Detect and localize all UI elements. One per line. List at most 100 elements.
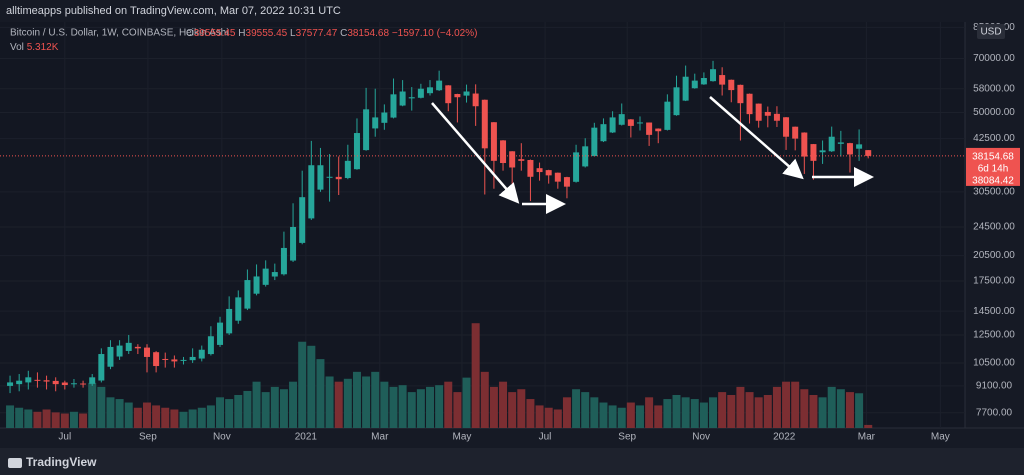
candle-body bbox=[609, 117, 616, 133]
x-tick-label: Sep bbox=[618, 432, 636, 443]
volume-bar bbox=[864, 424, 873, 428]
ohlc-legend: O39555.45 H39555.45 L37577.47 C38154.68 … bbox=[186, 28, 477, 39]
y-tick-label: 30500.00 bbox=[973, 186, 1015, 197]
candle-body bbox=[837, 142, 844, 144]
candle-body bbox=[235, 297, 242, 321]
candle-body bbox=[682, 76, 689, 101]
candle-body bbox=[408, 97, 415, 99]
volume-bar bbox=[252, 381, 261, 428]
y-tick-label: 14500.00 bbox=[973, 306, 1015, 317]
candle-body bbox=[710, 69, 717, 82]
candle-body bbox=[865, 150, 872, 156]
volume-bar bbox=[371, 371, 380, 428]
volume-bar bbox=[15, 407, 24, 428]
plot-area bbox=[0, 22, 965, 428]
y-tick-label: 10500.00 bbox=[973, 358, 1015, 369]
volume-bar bbox=[234, 395, 243, 428]
candle-body bbox=[746, 93, 753, 115]
candle-body bbox=[417, 88, 424, 98]
volume-bar bbox=[736, 386, 745, 428]
candle-body bbox=[536, 168, 543, 173]
volume-bar bbox=[325, 376, 334, 428]
candle-body bbox=[600, 124, 607, 142]
candle-body bbox=[591, 127, 598, 157]
volume-bar bbox=[188, 409, 197, 428]
candle-body bbox=[153, 352, 160, 367]
volume-bar bbox=[279, 389, 288, 428]
candle-body bbox=[180, 359, 187, 361]
candle-body bbox=[828, 136, 835, 152]
candle-body bbox=[463, 91, 470, 96]
annotation-arrow bbox=[431, 102, 520, 204]
volume-last: 5.312K bbox=[27, 42, 59, 53]
volume-legend: Vol 5.312K bbox=[10, 42, 59, 53]
candle-body bbox=[16, 380, 23, 385]
volume-bar bbox=[499, 381, 508, 428]
volume-bar bbox=[453, 392, 462, 428]
candle-body bbox=[518, 159, 525, 161]
volume-bar bbox=[42, 409, 51, 428]
volume-bar bbox=[699, 402, 708, 428]
volume-bar bbox=[809, 395, 818, 428]
candle-body bbox=[719, 75, 726, 85]
candle-body bbox=[673, 87, 680, 116]
volume-bar bbox=[599, 402, 608, 428]
volume-bar bbox=[79, 413, 88, 428]
volume-bar bbox=[508, 392, 517, 428]
candle-body bbox=[856, 144, 863, 149]
ohlc-letter: C bbox=[340, 28, 347, 39]
y-tick-label: 17500.00 bbox=[973, 276, 1015, 287]
volume-bar bbox=[800, 389, 809, 428]
candle-body bbox=[61, 382, 68, 386]
volume-bar bbox=[727, 395, 736, 428]
volume-bar bbox=[480, 371, 489, 428]
brand: TradingView bbox=[26, 455, 97, 469]
price-box-label: 38154.68 bbox=[972, 152, 1014, 163]
candle-body bbox=[573, 152, 580, 182]
candle-body bbox=[783, 117, 790, 137]
candle-body bbox=[125, 342, 132, 351]
candle-body bbox=[335, 176, 342, 180]
x-tick-label: 2021 bbox=[295, 432, 318, 443]
volume-pane bbox=[6, 323, 873, 428]
change: −1597.10 (−4.02%) bbox=[392, 28, 478, 39]
candle-body bbox=[80, 383, 87, 385]
volume-bar bbox=[709, 397, 718, 428]
candle-body bbox=[317, 165, 324, 190]
volume-bar bbox=[343, 378, 352, 428]
volume-bar bbox=[197, 407, 206, 428]
candle-body bbox=[89, 377, 96, 384]
x-tick-label: May bbox=[453, 432, 472, 443]
volume-bar bbox=[535, 405, 544, 428]
volume-bar bbox=[754, 397, 763, 428]
y-tick-label: 70000.00 bbox=[973, 53, 1015, 64]
candle-body bbox=[509, 151, 516, 168]
volume-bar bbox=[225, 399, 234, 428]
x-tick-label: 2022 bbox=[773, 432, 796, 443]
candle-body bbox=[773, 113, 780, 121]
candle-body bbox=[107, 346, 114, 367]
volume-bar bbox=[772, 386, 781, 428]
candle-body bbox=[381, 112, 388, 123]
volume-bar bbox=[51, 412, 60, 428]
candle-body bbox=[308, 165, 315, 219]
volume-bar bbox=[407, 392, 416, 428]
candle-body bbox=[271, 272, 278, 277]
publisher: alltimeapps published on TradingView.com… bbox=[6, 5, 341, 17]
candle-body bbox=[363, 109, 370, 151]
candle-body bbox=[171, 359, 178, 362]
volume-bar bbox=[334, 381, 343, 428]
volume-bar bbox=[289, 381, 298, 428]
volume-bar bbox=[782, 381, 791, 428]
volume-bar bbox=[818, 397, 827, 428]
y-tick-label: 50000.00 bbox=[973, 107, 1015, 118]
candle-body bbox=[244, 280, 251, 309]
candle-body bbox=[755, 103, 762, 121]
volume-bar bbox=[398, 385, 407, 428]
candle-body bbox=[34, 379, 41, 381]
volume-bar bbox=[645, 397, 654, 428]
x-tick-label: Nov bbox=[213, 432, 231, 443]
candle-body bbox=[344, 160, 351, 179]
chart-title: Bitcoin / U.S. Dollar, 1W, COINBASE, Hei… bbox=[10, 28, 228, 39]
